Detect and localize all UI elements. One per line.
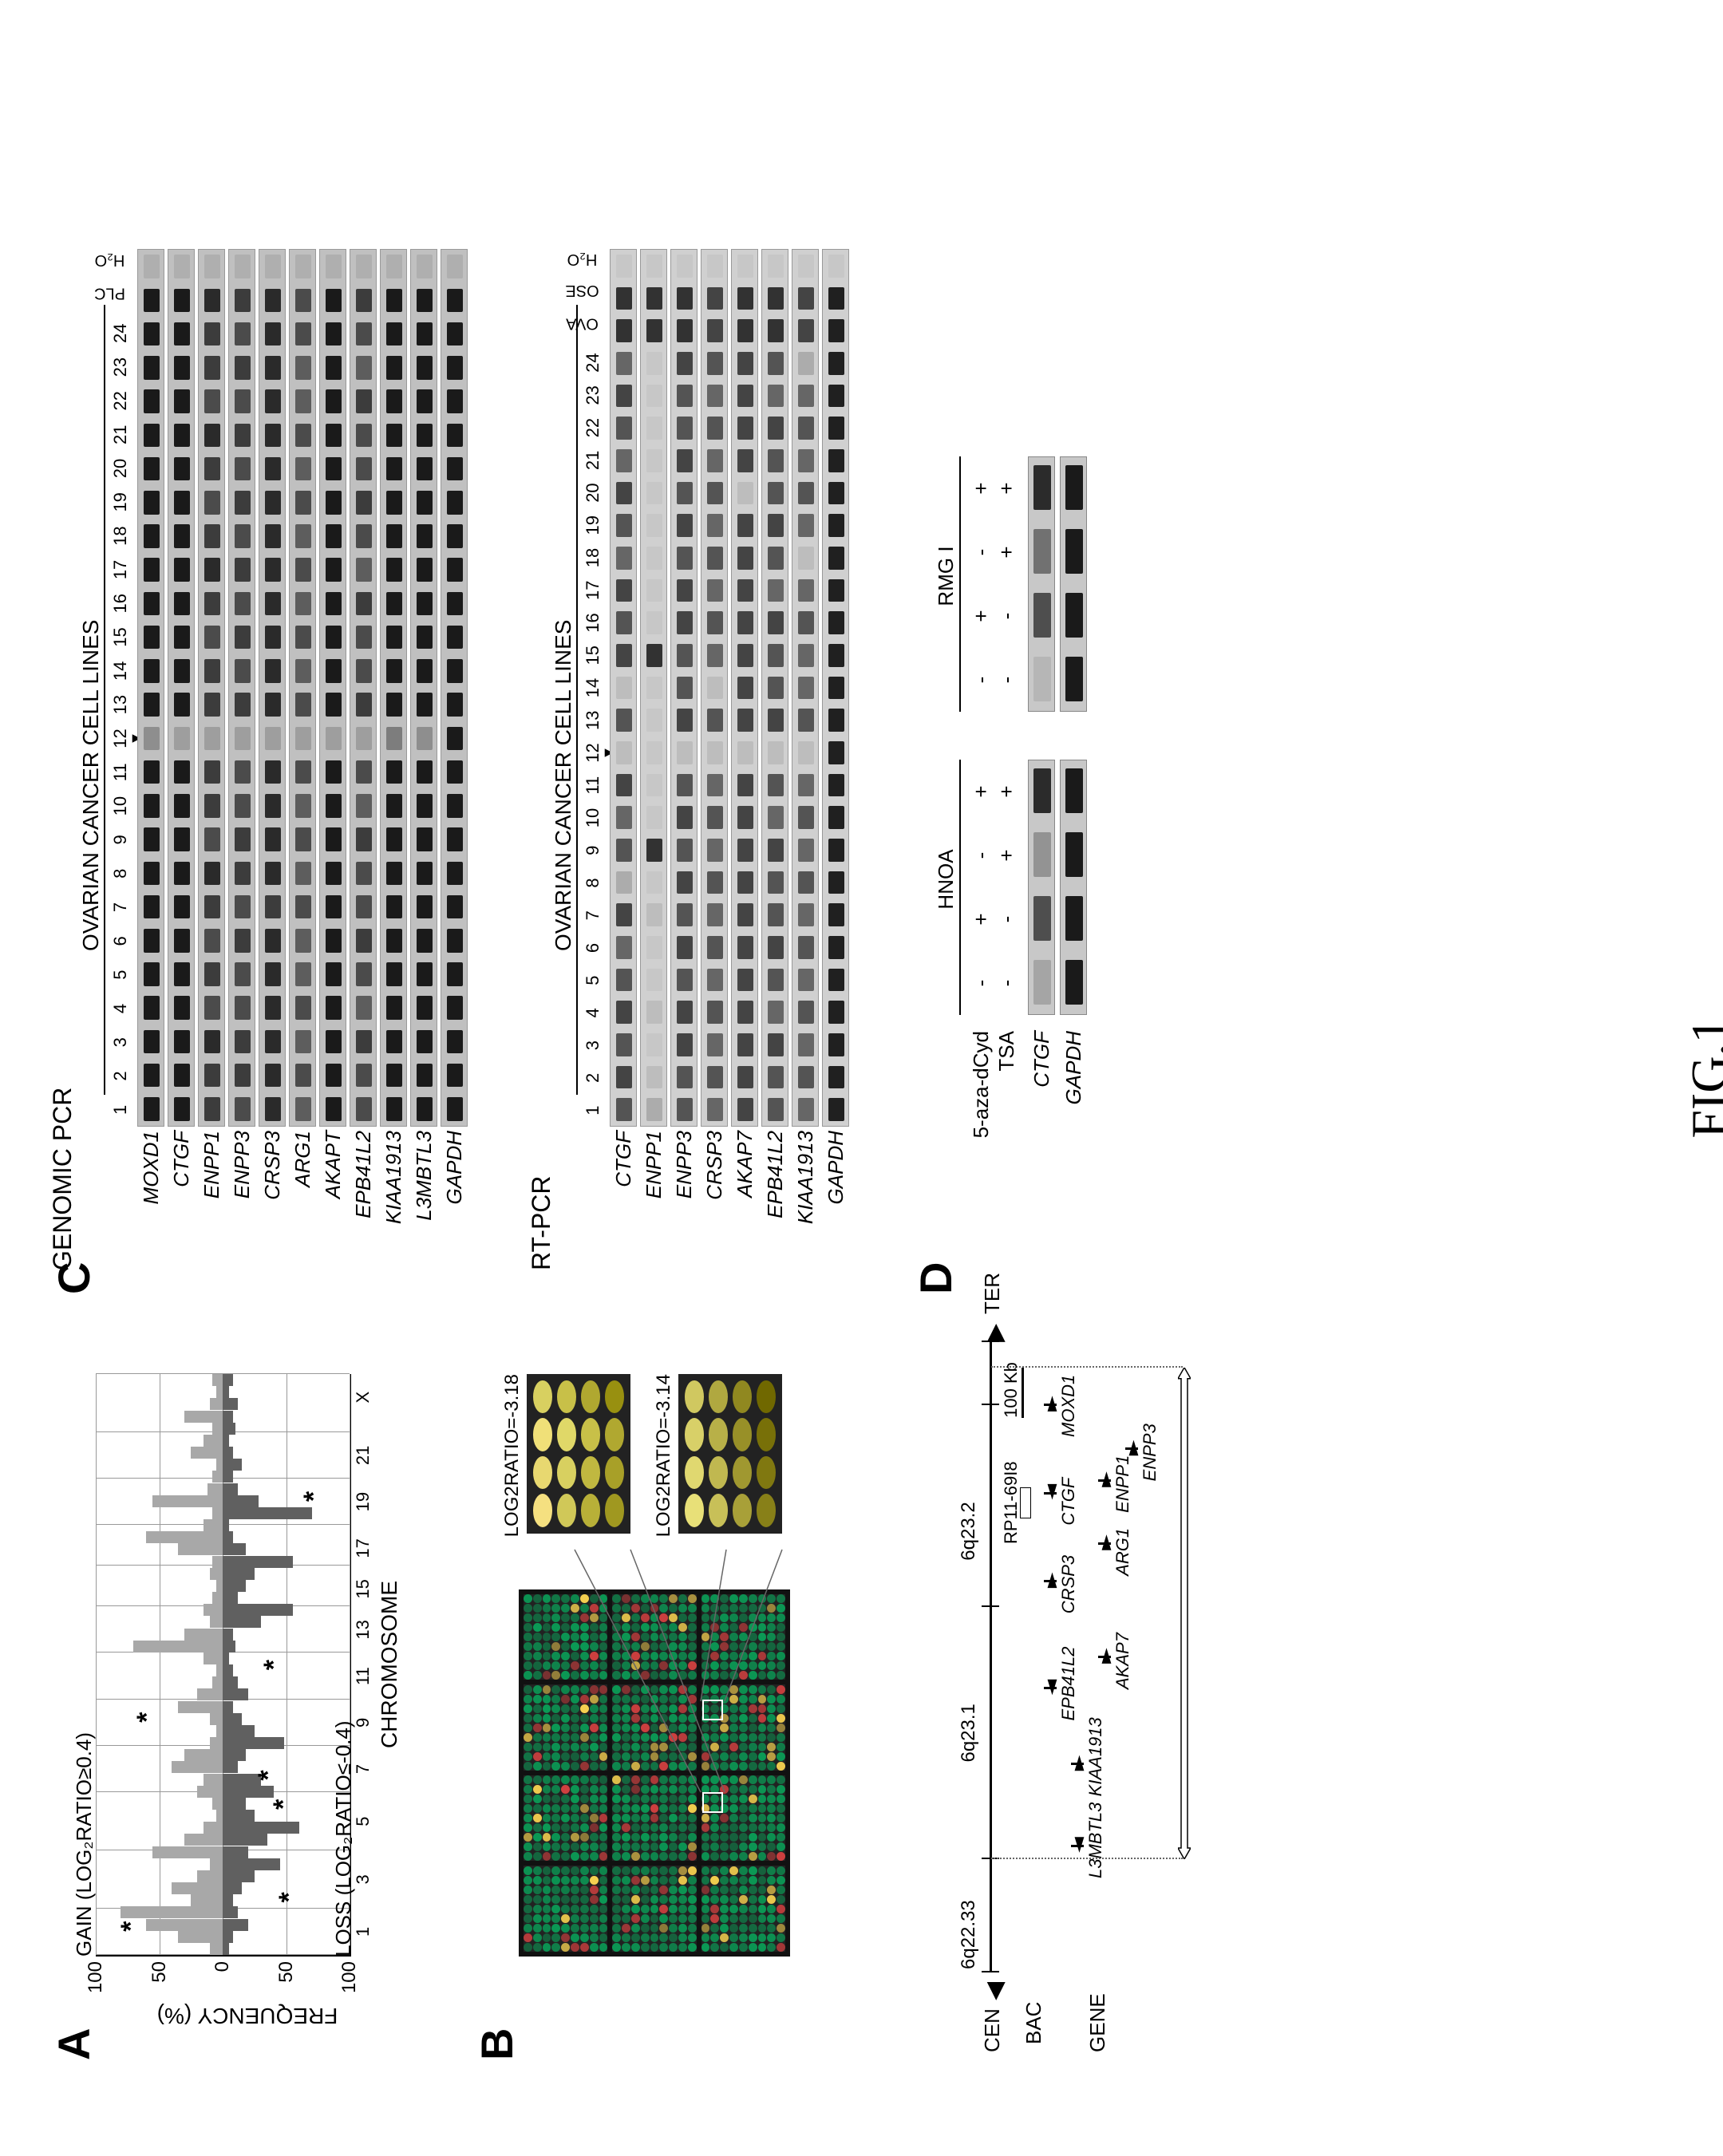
panel-a: GAIN (LOG₂RATIO≥0.4) 10050050100 1357911… xyxy=(48,1342,407,2060)
y-axis-label: FREQUENCY (%) xyxy=(157,2003,338,2028)
zoom-inset-2 xyxy=(678,1374,782,1534)
gene-label: GAPDH xyxy=(824,1131,848,1266)
gel-lane-row xyxy=(168,249,195,1127)
genomic-pcr-title: GENOMIC PCR xyxy=(48,1088,77,1270)
gel-lane-row xyxy=(640,249,667,1127)
gene-label: AKAP7 xyxy=(733,1131,757,1266)
cen-label: CEN xyxy=(980,2008,1005,2052)
chromosome-axis: 6q22.336q23.16q23.2 xyxy=(990,1342,992,1972)
gel-lane-row xyxy=(822,249,849,1127)
gain-legend: GAIN (LOG₂RATIO≥0.4) xyxy=(72,1732,97,1957)
gene-label: KIAA1913 xyxy=(381,1131,406,1266)
lane-number-row: 123456789101112131415161718192021222324P… xyxy=(110,249,129,1127)
rt-header-bracket xyxy=(576,305,578,1095)
figure-label: FIG.1 xyxy=(1680,1017,1723,1138)
ter-label: TER xyxy=(980,1273,1005,1314)
gene-label: ENPP1 xyxy=(642,1131,666,1266)
chrom-arrow-left-icon: ◀ xyxy=(981,1982,1009,2000)
panel-d-treatment-gel: HNOARMG I5-aza-dCyd-+-+-+-+TSA--++--++ C… xyxy=(934,201,1221,1222)
gel-lane-row xyxy=(731,249,758,1127)
figure-1: A GAIN (LOG₂RATIO≥0.4) 10050050100 13579… xyxy=(48,64,1675,2092)
panel-c: GENOMIC PCR OVARIAN CANCER CELL LINES 12… xyxy=(48,89,495,1270)
gene-label: ARG1 xyxy=(290,1131,315,1266)
highlight-box-1 xyxy=(702,1792,723,1813)
gene-label: CRSP3 xyxy=(702,1131,727,1266)
gene-label: CTGF xyxy=(169,1131,194,1266)
cgh-array-image xyxy=(519,1589,790,1957)
rt-pcr-title: RT-PCR xyxy=(527,1175,556,1270)
gene-row-label: GENE xyxy=(1085,1993,1110,2052)
panel-rt-pcr: RT-PCR OVARIAN CANCER CELL LINES 1234567… xyxy=(527,89,902,1270)
gene-label: EPB41L2 xyxy=(351,1131,376,1266)
gene-label: L3MBTL3 xyxy=(412,1131,437,1266)
cell-lines-header: OVARIAN CANCER CELL LINES xyxy=(78,620,104,951)
x-axis-label: CHROMOSOME xyxy=(350,1581,402,1748)
gel-lane-row xyxy=(198,249,225,1127)
panel-b: LOG2RATIO=-3.18 LOG2RATIO=-3.14 xyxy=(471,1342,838,2060)
gel-lane-row xyxy=(350,249,377,1127)
gel-lane-row xyxy=(410,249,437,1127)
gel-lane-row xyxy=(289,249,316,1127)
zoom-inset-1 xyxy=(527,1374,630,1534)
highlight-box-2 xyxy=(702,1700,723,1720)
gene-label: EPB41L2 xyxy=(763,1131,788,1266)
gene-label: ENPP3 xyxy=(672,1131,697,1266)
gel-lane-row xyxy=(441,249,468,1127)
gene-label: GAPDH xyxy=(442,1131,467,1266)
gel-lane-row xyxy=(701,249,728,1127)
zoom2-label: LOG2RATIO=-3.14 xyxy=(653,1374,675,1537)
gene-label: CRSP3 xyxy=(260,1131,285,1266)
panel-d-chromosome-map: CEN TER ◀ ▶ 6q22.336q23.16q23.2 BAC GENE… xyxy=(894,1318,1229,2060)
chrom-arrow-right-icon: ▶ xyxy=(981,1324,1009,1342)
gel-lane-row xyxy=(259,249,286,1127)
header-bracket xyxy=(104,305,105,1095)
gene-label: AKAPT xyxy=(321,1131,346,1266)
gel-lane-row xyxy=(610,249,637,1127)
frequency-chart: 10050050100 13579111315171921X ******* C… xyxy=(96,1374,351,1957)
rt-cell-lines-header: OVARIAN CANCER CELL LINES xyxy=(551,620,576,951)
gene-label: MOXD1 xyxy=(139,1131,164,1266)
gel-lane-row xyxy=(319,249,346,1127)
gene-label: ENPP3 xyxy=(230,1131,255,1266)
zoom1-label: LOG2RATIO=-3.18 xyxy=(501,1374,524,1537)
gel-lane-row xyxy=(228,249,255,1127)
gel-lane-row xyxy=(792,249,819,1127)
bac-row-label: BAC xyxy=(1022,2002,1046,2044)
gel-lane-row xyxy=(670,249,697,1127)
rt-lane-number-row: 123456789101112131415161718192021222324O… xyxy=(583,249,602,1127)
gel-lane-row xyxy=(137,249,164,1127)
gel-lane-row xyxy=(761,249,788,1127)
loss-legend: LOSS (LOG₂RATIO≤-0.4) xyxy=(331,1721,356,1957)
gel-lane-row xyxy=(380,249,407,1127)
gene-label: CTGF xyxy=(611,1131,636,1266)
gene-label: KIAA1913 xyxy=(793,1131,818,1266)
panel-d-label: D xyxy=(910,1262,962,1294)
gene-label: ENPP1 xyxy=(200,1131,224,1266)
